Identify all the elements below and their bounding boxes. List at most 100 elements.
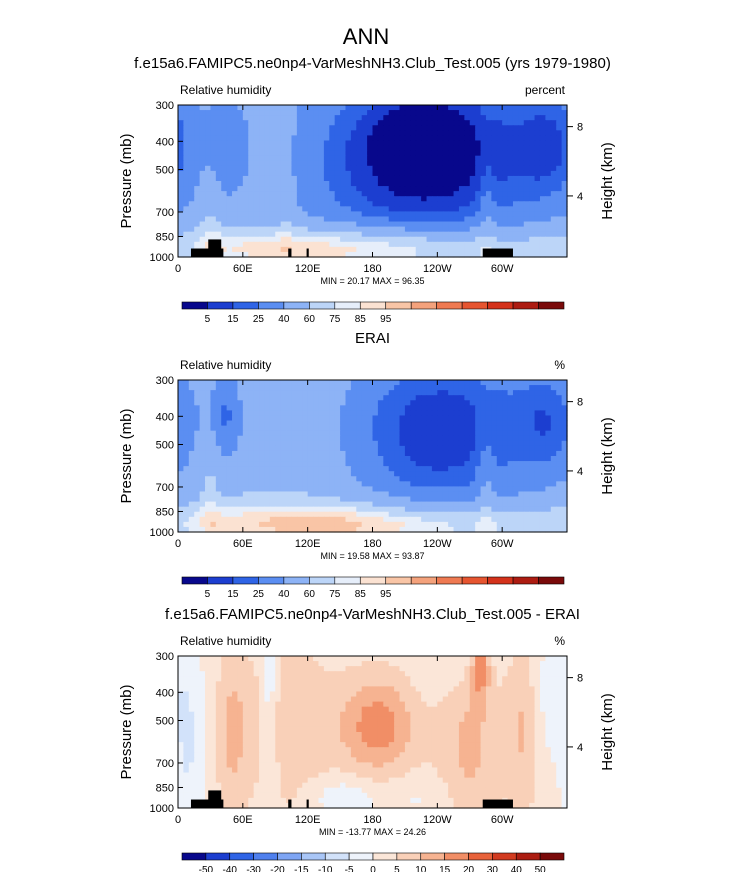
- field-cell: [313, 486, 319, 492]
- field-cell: [518, 216, 524, 222]
- field-cell: [491, 125, 497, 131]
- field-cell: [367, 671, 373, 677]
- field-cell: [362, 656, 368, 662]
- field-cell: [524, 247, 530, 253]
- field-cell: [281, 476, 287, 482]
- field-cell: [481, 211, 487, 217]
- field-cell: [400, 405, 406, 411]
- field-cell: [475, 502, 481, 508]
- field-cell: [410, 426, 416, 432]
- field-cell: [373, 671, 379, 677]
- field-cell: [486, 661, 492, 667]
- field-cell: [383, 380, 389, 386]
- field-cell: [275, 446, 281, 452]
- field-cell: [432, 227, 438, 233]
- field-cell: [291, 486, 297, 492]
- field-cell: [551, 676, 557, 682]
- field-cell: [400, 466, 406, 472]
- field-cell: [378, 135, 384, 141]
- field-cell: [221, 502, 227, 508]
- field-cell: [491, 140, 497, 146]
- field-cell: [302, 196, 308, 202]
- field-cell: [464, 211, 470, 217]
- field-cell: [210, 125, 216, 131]
- field-cell: [264, 171, 270, 177]
- field-cell: [394, 380, 400, 386]
- field-cell: [416, 661, 422, 667]
- field-cell: [259, 201, 265, 207]
- field-cell: [270, 676, 276, 682]
- field-cell: [270, 222, 276, 228]
- field-cell: [210, 522, 216, 528]
- field-cell: [200, 502, 206, 508]
- field-cell: [389, 146, 395, 152]
- field-cell: [183, 691, 189, 697]
- field-cell: [281, 466, 287, 472]
- field-cell: [459, 666, 465, 672]
- field-cell: [524, 421, 530, 427]
- field-cell: [302, 125, 308, 131]
- field-cell: [497, 676, 503, 682]
- field-cell: [340, 517, 346, 523]
- field-cell: [178, 491, 184, 497]
- field-cell: [481, 156, 487, 162]
- field-cell: [540, 400, 546, 406]
- field-cell: [556, 456, 562, 462]
- field-cell: [324, 476, 330, 482]
- field-cell: [427, 461, 433, 467]
- field-cell: [194, 171, 200, 177]
- field-cell: [389, 115, 395, 121]
- field-cell: [329, 140, 335, 146]
- field-cell: [194, 446, 200, 452]
- field-cell: [281, 380, 287, 386]
- field-cell: [264, 186, 270, 192]
- field-cell: [410, 216, 416, 222]
- field-cell: [362, 426, 368, 432]
- field-cell: [259, 522, 265, 528]
- field-cell: [556, 517, 562, 523]
- field-cell: [308, 216, 314, 222]
- field-cell: [216, 426, 222, 432]
- field-cell: [183, 517, 189, 523]
- field-cell: [502, 476, 508, 482]
- field-cell: [356, 461, 362, 467]
- field-cell: [421, 380, 427, 386]
- field-cell: [356, 512, 362, 518]
- colorbar-label: 75: [329, 589, 341, 600]
- field-cell: [189, 237, 195, 243]
- field-cell: [194, 105, 200, 111]
- field-cell: [237, 476, 243, 482]
- field-cell: [497, 666, 503, 672]
- field-cell: [545, 461, 551, 467]
- field-cell: [378, 471, 384, 477]
- field-cell: [275, 140, 281, 146]
- field-cell: [389, 222, 395, 228]
- field-cell: [427, 471, 433, 477]
- field-cell: [308, 380, 314, 386]
- field-cell: [189, 512, 195, 518]
- field-cell: [291, 456, 297, 462]
- field-cell: [459, 395, 465, 401]
- field-cell: [502, 110, 508, 116]
- field-cell: [183, 461, 189, 467]
- field-cell: [254, 446, 260, 452]
- field-cell: [362, 211, 368, 217]
- field-cell: [178, 476, 184, 482]
- field-cell: [248, 211, 254, 217]
- field-cell: [210, 446, 216, 452]
- field-cell: [535, 211, 541, 217]
- field-cell: [275, 451, 281, 457]
- field-cell: [410, 161, 416, 167]
- field-cell: [335, 476, 341, 482]
- field-cell: [518, 476, 524, 482]
- field-cell: [243, 242, 249, 248]
- field-cell: [475, 421, 481, 427]
- field-cell: [254, 211, 260, 217]
- field-cell: [535, 656, 541, 662]
- field-cell: [237, 130, 243, 136]
- field-cell: [200, 522, 206, 528]
- field-cell: [486, 186, 492, 192]
- field-cell: [183, 405, 189, 411]
- field-cell: [254, 456, 260, 462]
- field-cell: [254, 502, 260, 508]
